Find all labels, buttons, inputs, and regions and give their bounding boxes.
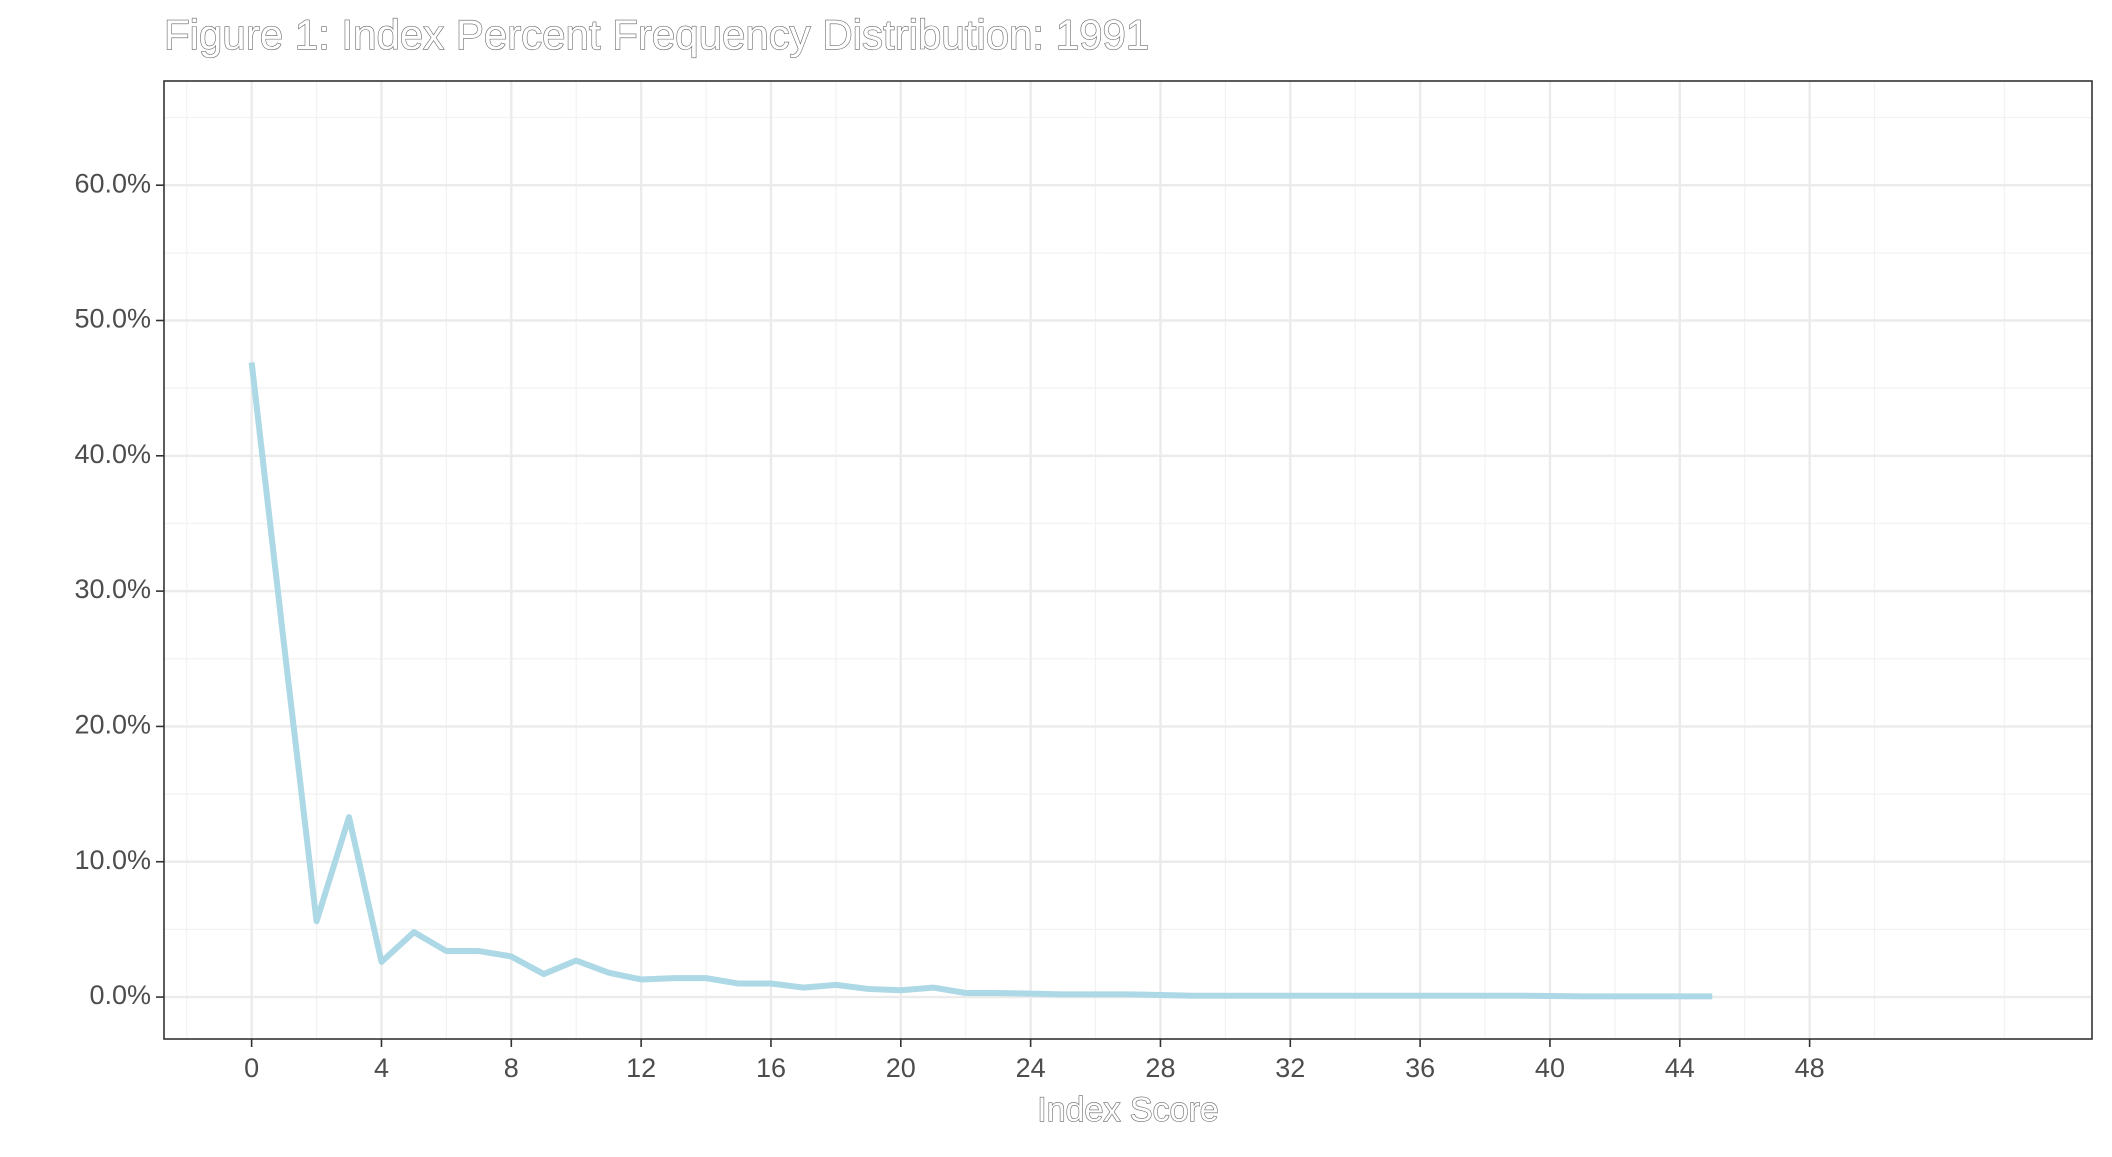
y-tick-label: 40.0% (74, 439, 151, 469)
x-tick-label: 28 (1145, 1053, 1175, 1083)
x-tick-label: 12 (626, 1053, 656, 1083)
x-tick-label: 20 (886, 1053, 916, 1083)
y-tick-label: 50.0% (74, 304, 151, 334)
y-tick-label: 10.0% (74, 845, 151, 875)
x-tick-label: 24 (1016, 1053, 1046, 1083)
x-tick-label: 8 (504, 1053, 519, 1083)
y-tick-label: 20.0% (74, 710, 151, 740)
x-tick-label: 0 (244, 1053, 259, 1083)
y-tick-label: 60.0% (74, 168, 151, 198)
x-tick-label: 32 (1275, 1053, 1305, 1083)
x-axis-label: Index Score (1037, 1091, 1218, 1129)
x-tick-label: 48 (1795, 1053, 1825, 1083)
plot-border (163, 80, 2093, 1040)
data-line (248, 362, 1713, 1000)
y-tick-label: 0.0% (89, 980, 151, 1010)
x-tick-label: 16 (756, 1053, 786, 1083)
y-tick-label: 30.0% (74, 574, 151, 604)
x-tick-label: 40 (1535, 1053, 1565, 1083)
x-tick-label: 4 (374, 1053, 389, 1083)
x-tick-label: 44 (1665, 1053, 1695, 1083)
chart-title: Figure 1: Index Percent Frequency Distri… (164, 11, 1149, 58)
x-tick-label: 36 (1405, 1053, 1435, 1083)
